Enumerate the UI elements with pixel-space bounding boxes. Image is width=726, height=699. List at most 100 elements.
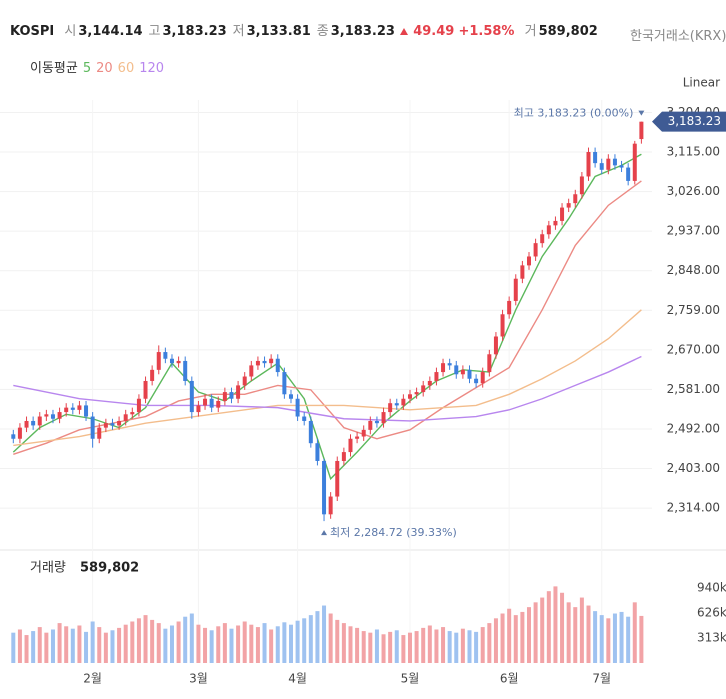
volume-bar (427, 625, 432, 663)
candle-body (196, 405, 201, 413)
candle-body (626, 167, 631, 181)
x-tick-label: 5월 (401, 672, 420, 686)
candle-body (447, 363, 452, 366)
volume-bar (255, 627, 260, 663)
last-price-label: 3,183.23 (668, 114, 721, 128)
volume-tick-label: 626k (697, 606, 726, 620)
x-tick-label: 7월 (592, 672, 611, 686)
candle-body (150, 369, 155, 381)
candle-body (222, 392, 227, 401)
volume-bar (348, 626, 353, 663)
volume-bar (487, 623, 492, 663)
candle-body (454, 365, 459, 375)
candle-body (394, 403, 399, 406)
ma-legend-item: 120 (139, 61, 165, 76)
candle-body (441, 363, 446, 373)
volume-bar (626, 616, 631, 663)
candle-body (130, 412, 135, 415)
volume-bar (130, 621, 135, 663)
candle-body (302, 416, 307, 421)
candle-body (540, 234, 545, 244)
candle-body (348, 438, 353, 453)
candle-body (599, 163, 604, 170)
candle-body (176, 360, 181, 364)
candle-body (163, 352, 168, 359)
volume-bar (328, 613, 333, 663)
candle-body (487, 354, 492, 373)
volume-bar (493, 618, 498, 663)
candle-body (381, 412, 386, 424)
candle-body (17, 427, 22, 439)
candle-body (84, 405, 89, 417)
candle-body (203, 398, 208, 406)
candle-body (169, 358, 174, 364)
volume-title: 거래량 (30, 561, 66, 576)
volume-bar (513, 615, 518, 663)
volume-bar (176, 621, 181, 663)
volume-bar (37, 627, 42, 663)
volume-bar (401, 635, 406, 663)
max-marker (638, 110, 645, 116)
volume-bar (308, 615, 313, 663)
volume-bar (421, 627, 426, 663)
volume-tick-label: 940k (697, 580, 726, 594)
candle-body (507, 300, 512, 315)
volume-value: 589,802 (80, 561, 139, 576)
x-tick-label: 4월 (288, 672, 307, 686)
min-annotation: 최저 2,284.72 (39.33%) (330, 526, 457, 539)
candle-body (64, 407, 69, 413)
volume-bar (394, 630, 399, 663)
ma-line (12, 153, 642, 481)
candle-body (619, 165, 624, 168)
volume-bar (97, 627, 102, 663)
volume-bar (500, 613, 505, 663)
volume-bar (77, 625, 82, 663)
volume-bar (70, 628, 75, 663)
candle-body (50, 414, 55, 419)
min-marker (321, 530, 328, 536)
volume-bar (17, 629, 22, 663)
field-value: 3,183.23 (162, 24, 227, 39)
candle-body (249, 365, 254, 377)
volume-bar (374, 629, 379, 663)
candle-body (275, 358, 280, 373)
candle-body (586, 152, 591, 177)
volume-bar (388, 631, 393, 663)
volume-bar (64, 626, 69, 663)
volume-bar (553, 586, 558, 663)
candle-body (434, 372, 439, 381)
field-label: 고 (148, 24, 161, 39)
candle-body (97, 427, 102, 439)
change: 49.49 (413, 24, 455, 39)
candle-body (24, 420, 29, 428)
volume-bar (573, 607, 578, 663)
volume-bar (632, 602, 637, 663)
candle-body (401, 398, 406, 406)
volume-field-value: 589,802 (538, 24, 598, 39)
volume-bar (24, 635, 29, 663)
volume-bar (520, 611, 525, 663)
volume-bar (593, 611, 598, 663)
volume-bar (196, 624, 201, 663)
ma-line (13, 355, 642, 422)
candle-body (70, 407, 75, 410)
candle-body (335, 460, 340, 497)
candle-body (593, 152, 598, 164)
volume-bar (368, 632, 373, 663)
candle-body (566, 203, 571, 208)
y-tick-label: 2,937.00 (667, 224, 720, 238)
volume-bar (236, 625, 241, 663)
candle-body (533, 243, 538, 257)
candle-body (361, 429, 366, 437)
ma-legend: 이동평균 5 20 60 120 (30, 57, 164, 76)
candle-body (328, 496, 333, 515)
volume-bar (447, 631, 452, 663)
volume-bar (526, 607, 531, 663)
volume-bar (407, 632, 412, 663)
candle-body (143, 380, 148, 399)
fields: 시 3,144.14 고 3,183.23 저 3,133.81 종 3,183.23 (58, 24, 395, 39)
change-pct: +1.58% (458, 24, 515, 39)
volume-bar (90, 621, 95, 663)
candle-body (480, 372, 485, 384)
volume-bar (441, 627, 446, 663)
